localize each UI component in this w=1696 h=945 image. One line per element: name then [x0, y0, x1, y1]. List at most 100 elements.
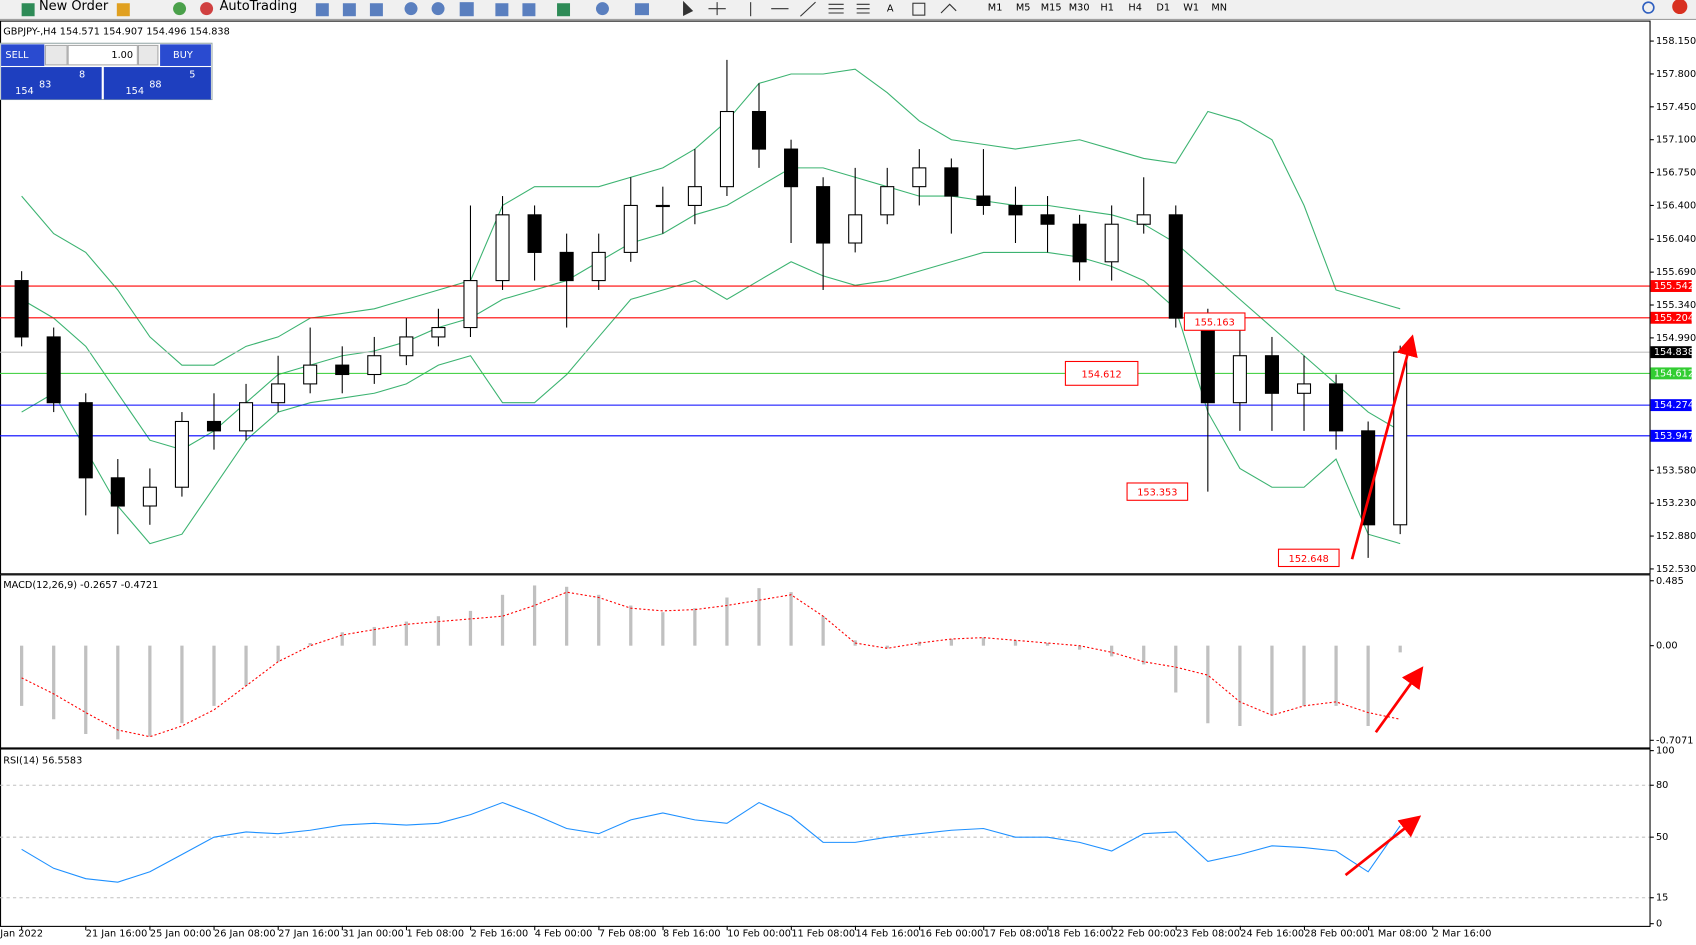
sell-pips: 83: [39, 79, 51, 90]
zoom-out[interactable]: [431, 2, 445, 16]
templates[interactable]: [634, 3, 649, 16]
candle-body: [1072, 223, 1087, 263]
toolbar-icon[interactable]: [369, 3, 383, 17]
indicator-header: RSI(14) 56.5583: [3, 755, 82, 766]
timeframe-button[interactable]: H4: [1128, 3, 1142, 14]
timeframe-button[interactable]: M30: [1069, 3, 1090, 14]
candle-body: [816, 186, 831, 244]
new-order-button[interactable]: New Order: [39, 0, 109, 14]
text-tool[interactable]: A: [887, 4, 894, 15]
timeframe-button[interactable]: M1: [988, 3, 1003, 14]
candle-body: [110, 477, 125, 507]
candle-body: [399, 336, 414, 357]
candle-body: [174, 420, 189, 488]
y-tick-label: 156.750: [1656, 168, 1696, 179]
toolbar-icons: [315, 2, 649, 17]
candle-body: [463, 280, 478, 329]
timeframe-button[interactable]: D1: [1156, 3, 1170, 14]
time-axis-label: 14 Feb 16:00: [855, 928, 919, 939]
sell-price-box[interactable]: [1, 67, 102, 100]
y-tick-label: 153.580: [1656, 465, 1696, 476]
timeframe-button[interactable]: M5: [1016, 3, 1031, 14]
indicators[interactable]: [557, 3, 571, 17]
arrows-tool[interactable]: [940, 3, 957, 14]
time-axis-label: 24 Feb 16:00: [1240, 928, 1304, 939]
auto-trading-icon[interactable]: [200, 2, 214, 16]
candle-body: [719, 110, 734, 188]
price-level-tag: [1650, 399, 1692, 412]
price-annotation: 155.163: [1195, 318, 1235, 329]
notifications[interactable]: [1672, 0, 1688, 15]
time-axis-label: 10 Feb 00:00: [727, 928, 791, 939]
price-level-label: 154.612: [1654, 368, 1694, 379]
crosshair-tool[interactable]: [708, 2, 726, 16]
price-level-tag: [1650, 346, 1692, 359]
candle-body: [1008, 204, 1023, 216]
toolbar-icon[interactable]: [522, 3, 536, 17]
price-annotation-box: [1277, 548, 1340, 568]
candle-body: [1361, 430, 1376, 526]
buy-button[interactable]: [160, 44, 211, 66]
tile-windows[interactable]: [459, 2, 474, 17]
lots-up[interactable]: [137, 44, 159, 66]
time-axis-label: 16 Feb 00:00: [920, 928, 984, 939]
periods[interactable]: [595, 2, 609, 16]
indicator-header: MACD(12,26,9) -0.2657 -0.4721: [3, 580, 158, 591]
y-tick-label: 157.100: [1656, 135, 1696, 146]
candle-body: [335, 364, 350, 376]
price-annotation: 152.648: [1289, 554, 1329, 565]
search-icon[interactable]: [1642, 1, 1655, 14]
y-tick-label: 0.485: [1656, 576, 1684, 587]
price-annotation-box: [1064, 360, 1139, 386]
price-level-tag: [1650, 367, 1692, 380]
candle-body: [655, 204, 670, 208]
buy-label: BUY: [173, 50, 193, 61]
channel-tool[interactable]: [828, 3, 844, 14]
candle-body: [912, 167, 927, 188]
time-axis-label: 2 Mar 16:00: [1433, 928, 1492, 939]
new-order-icon[interactable]: [21, 3, 35, 17]
candle-body: [848, 214, 863, 244]
y-tick-label: 154.990: [1656, 333, 1696, 344]
label-tool[interactable]: [912, 2, 926, 16]
fibo-tool[interactable]: [856, 3, 870, 14]
price-annotation-box: [1183, 312, 1246, 331]
candle-body: [1136, 214, 1151, 225]
buy-pips: 88: [149, 79, 161, 90]
timeframe-button[interactable]: M15: [1041, 3, 1062, 14]
buy-price-box[interactable]: [103, 67, 211, 100]
price-annotation: 153.353: [1137, 488, 1177, 499]
sell-label: SELL: [5, 50, 29, 61]
toolbar-icon[interactable]: [173, 2, 187, 16]
candle-body: [559, 251, 574, 282]
time-axis-label: 18 Feb 16:00: [1048, 928, 1112, 939]
y-tick-label: 157.800: [1656, 69, 1696, 80]
candle-body: [751, 110, 767, 150]
toolbar-icon[interactable]: [342, 3, 356, 17]
cursor-tool[interactable]: [683, 0, 694, 17]
candle-body: [1104, 223, 1119, 263]
toolbar-icon[interactable]: [315, 3, 329, 17]
trend-arrow: [1374, 666, 1424, 734]
toolbar-icon[interactable]: [495, 3, 509, 17]
auto-trading-button[interactable]: AutoTrading: [220, 0, 298, 14]
lots-input[interactable]: [67, 44, 138, 66]
candle-body: [1232, 355, 1247, 404]
timeframe-button[interactable]: H1: [1100, 3, 1114, 14]
timeframe-button[interactable]: W1: [1183, 3, 1199, 14]
lots-down[interactable]: [44, 44, 68, 66]
trendline-tool[interactable]: [800, 1, 816, 17]
y-tick-label: 80: [1656, 780, 1668, 791]
time-axis-label: 7 Feb 08:00: [599, 928, 657, 939]
price-level-label: 154.274: [1654, 400, 1694, 411]
candle-body: [976, 195, 991, 206]
toolbar: [0, 0, 1696, 20]
price-level-label: 155.542: [1654, 281, 1694, 292]
sell-button[interactable]: [1, 44, 45, 66]
timeframe-button[interactable]: MN: [1211, 3, 1227, 14]
panel-frame: [0, 574, 1651, 749]
zoom-in[interactable]: [404, 2, 418, 16]
toolbar-icon[interactable]: [116, 3, 130, 17]
bollinger-band: [21, 68, 1401, 366]
